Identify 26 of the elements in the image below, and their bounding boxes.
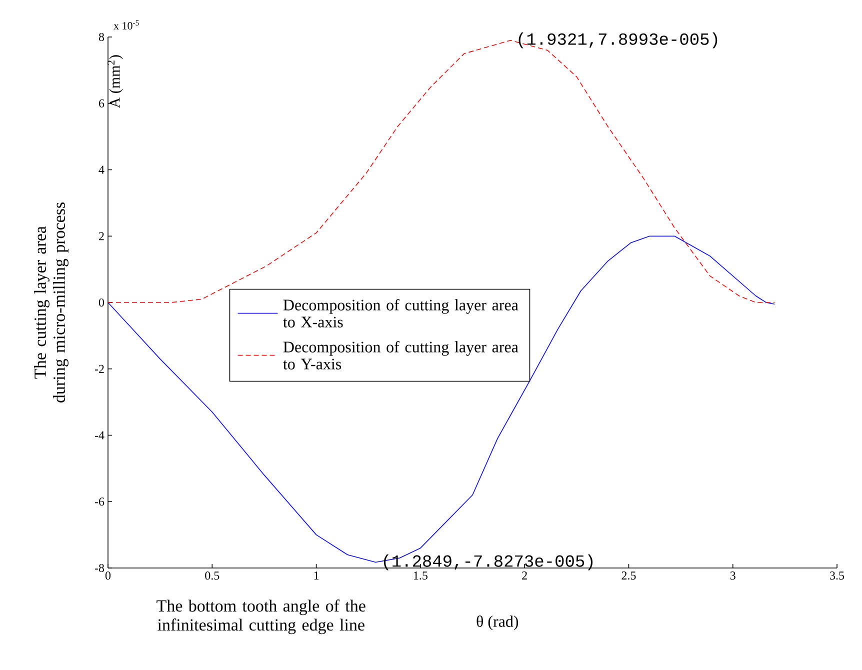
x-tick-label: 3.5 (830, 572, 844, 580)
x-tick-label: 3 (730, 572, 736, 580)
annotation: (1.2849,-7.8273e-005) (384, 554, 592, 570)
y-tick-label: 2 (99, 232, 104, 240)
annotation: (1.9321,7.8993e-005) (518, 32, 718, 48)
legend-label: Decomposition of cutting layer area to X-axis (283, 299, 518, 328)
y-tick-label: 4 (98, 166, 104, 174)
legend-label: Decomposition of cutting layer area to Y-axis (283, 341, 518, 370)
y-axis-title: The cutting layer area during micro-milling process (34, 202, 68, 402)
y-tick-label: 6 (98, 99, 104, 108)
y-tick-label: 8 (98, 32, 104, 42)
y-tick-label: -2 (94, 364, 104, 373)
x-tick-label: 0.5 (205, 572, 220, 580)
x-tick-label: 2 (522, 572, 527, 580)
y-tick-label: -8 (94, 564, 104, 572)
y-tick-label: -4 (94, 431, 104, 440)
x-tick-label: 1.5 (414, 572, 428, 580)
x-axis-title: The bottom tooth angle of the infinitesimal cutting edge line (156, 600, 366, 634)
annotation: A (mm$^{2}$) (108, 55, 123, 108)
x-tick-label: 0 (105, 572, 111, 580)
x-tick-label: 2.5 (622, 572, 636, 580)
x-tick-label: 1 (314, 572, 319, 580)
y-tick-label: 0 (98, 298, 104, 307)
text: x 10$^{-5}$ (114, 20, 139, 30)
text: θ (rad) (476, 616, 518, 630)
y-tick-label: -6 (94, 498, 104, 506)
